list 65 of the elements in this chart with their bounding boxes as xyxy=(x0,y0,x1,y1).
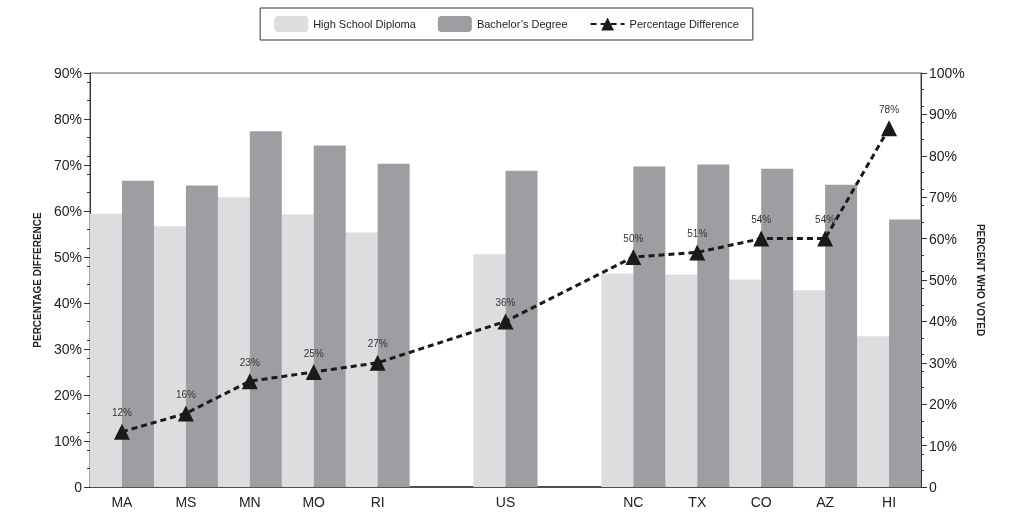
data-label: 54% xyxy=(751,214,772,226)
y-tick-label: 0 xyxy=(74,479,83,495)
point xyxy=(497,313,514,330)
x-tick-label: HI xyxy=(882,494,897,510)
x-tick-label: TX xyxy=(688,494,707,510)
point xyxy=(753,230,770,247)
data-label: 51% xyxy=(687,227,708,239)
data-label: 12% xyxy=(111,407,133,419)
bar xyxy=(601,273,634,487)
data-label: 54% xyxy=(815,214,836,226)
bar xyxy=(857,336,890,487)
bar xyxy=(729,279,762,487)
y2-tick-label: 50% xyxy=(929,272,958,288)
x-tick-label: MA xyxy=(111,494,134,510)
data-label: 16% xyxy=(175,388,196,400)
y-tick-label: 20% xyxy=(53,387,82,403)
legend-label: High School Diploma xyxy=(313,18,417,30)
y-tick-label: 60% xyxy=(53,203,82,219)
y-tick-label: 80% xyxy=(53,111,82,127)
data-label: 36% xyxy=(495,296,516,308)
point xyxy=(369,354,386,371)
y2-tick-label: 10% xyxy=(929,437,958,454)
y-tick-label: 30% xyxy=(53,341,82,357)
y2-tick-label: 90% xyxy=(929,106,958,123)
data-label: 23% xyxy=(239,356,260,368)
legend-label: Bachelor’s Degree xyxy=(476,18,568,30)
data-label: 25% xyxy=(303,347,324,359)
data-label: 27% xyxy=(367,338,388,350)
y-tick-label: 90% xyxy=(53,65,82,81)
y2-tick-label: 30% xyxy=(929,354,958,371)
y-tick-label: 10% xyxy=(53,433,82,449)
y2-axis-title: PERCENT WHO VOTED xyxy=(975,223,987,337)
point xyxy=(817,230,834,247)
y-tick-label: 70% xyxy=(53,157,82,173)
point xyxy=(177,405,194,422)
point xyxy=(241,373,258,390)
bar xyxy=(889,219,921,487)
y2-tick-label: 80% xyxy=(929,147,958,164)
point xyxy=(305,364,322,380)
x-tick-label: NC xyxy=(623,494,644,510)
x-tick-label: MS xyxy=(175,494,197,510)
y2-tick-label: 70% xyxy=(929,189,958,206)
data-label: 78% xyxy=(879,103,900,115)
point xyxy=(625,249,642,265)
x-tick-label: MO xyxy=(302,494,326,510)
point xyxy=(113,423,130,440)
point xyxy=(881,120,898,137)
legend-label: Percentage Difference xyxy=(629,18,739,30)
x-tick-label: CO xyxy=(750,494,772,510)
x-tick-label: US xyxy=(495,494,516,510)
y-tick-label: 40% xyxy=(53,295,82,311)
x-tick-label: AZ xyxy=(816,494,835,510)
y-tick-label: 50% xyxy=(53,249,82,265)
x-tick-label: RI xyxy=(370,494,385,510)
y-axis-title: PERCENTAGE DIFFERENCE xyxy=(31,211,43,348)
y2-tick-label: 100% xyxy=(929,65,965,81)
y2-tick-label: 40% xyxy=(929,313,958,330)
point xyxy=(689,244,706,261)
bar xyxy=(665,274,698,487)
x-tick-label: MN xyxy=(238,494,261,510)
data-label: 50% xyxy=(623,232,644,244)
y2-tick-label: 0 xyxy=(929,479,937,495)
y2-tick-label: 60% xyxy=(929,230,958,247)
y2-tick-label: 20% xyxy=(929,396,958,413)
bar xyxy=(793,290,826,487)
